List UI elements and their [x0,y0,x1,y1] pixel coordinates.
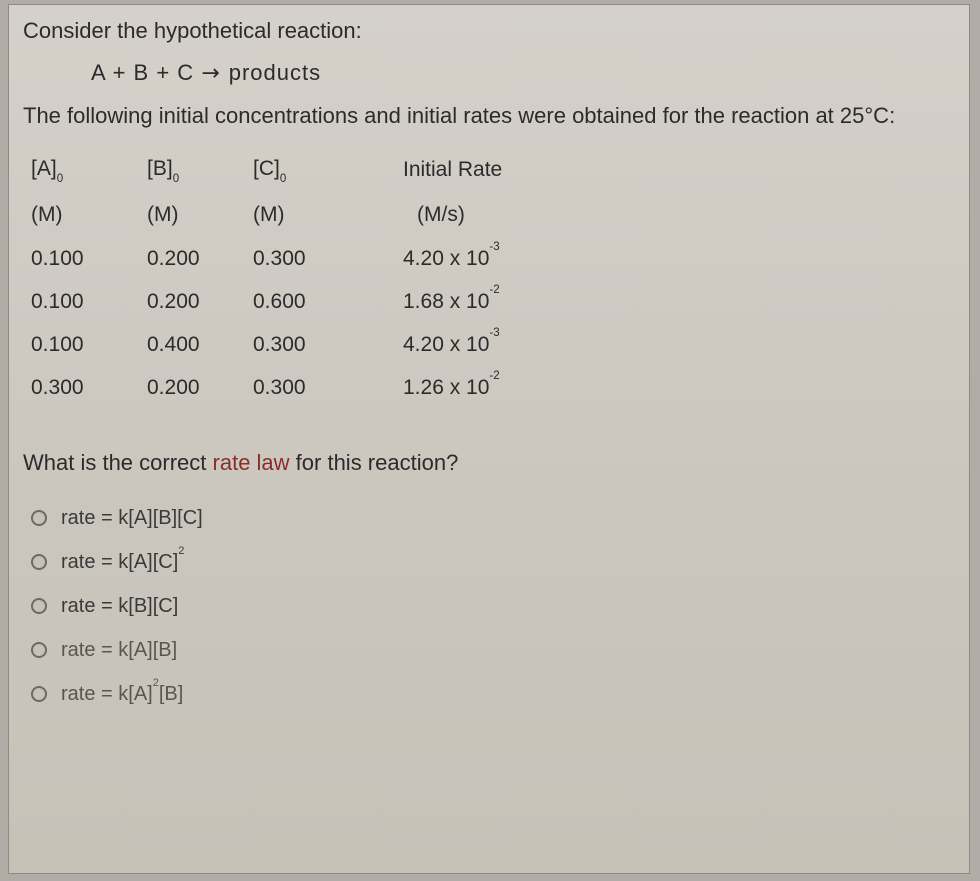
radio-icon[interactable] [31,598,47,614]
reaction-equation: A + B + C → products [23,61,951,86]
option-label: rate = k[B][C] [61,595,178,617]
table-units-row: (M) (M) (M) (M/s) [31,193,637,236]
table-row: 0.1000.2000.3004.20 x 10-3 [31,237,637,280]
context-text: The following initial concentrations and… [23,104,951,128]
arrow-icon: → [201,61,228,86]
question-pre: What is the correct [23,450,213,475]
option-5[interactable]: rate = k[A]2[B] [31,683,951,705]
question-text: What is the correct rate law for this re… [23,451,951,475]
data-table: [A]0 [B]0 [C]0 Initial Rate (M) (M) (M) … [31,147,637,409]
equation-rhs: products [229,60,321,85]
option-1[interactable]: rate = k[A][B][C] [31,507,951,529]
option-2[interactable]: rate = k[A][C]2 [31,551,951,573]
table-header-row: [A]0 [B]0 [C]0 Initial Rate [31,147,637,194]
table-row: 0.1000.2000.6001.68 x 10-2 [31,280,637,323]
option-label: rate = k[A][B][C] [61,507,203,529]
option-3[interactable]: rate = k[B][C] [31,595,951,617]
radio-icon[interactable] [31,642,47,658]
equation-lhs: A + B + C [91,60,194,85]
question-card: Consider the hypothetical reaction: A + … [8,4,970,874]
option-label: rate = k[A][C]2 [61,551,184,573]
table-row: 0.3000.2000.3001.26 x 10-2 [31,366,637,409]
option-4[interactable]: rate = k[A][B] [31,639,951,661]
radio-icon[interactable] [31,686,47,702]
question-highlight: rate law [213,450,290,475]
option-label: rate = k[A]2[B] [61,683,183,705]
table-row: 0.1000.4000.3004.20 x 10-3 [31,323,637,366]
options-group: rate = k[A][B][C] rate = k[A][C]2 rate = k… [31,507,951,705]
radio-icon[interactable] [31,510,47,526]
option-label: rate = k[A][B] [61,639,177,661]
question-post: for this reaction? [290,450,459,475]
intro-text: Consider the hypothetical reaction: [23,19,951,43]
radio-icon[interactable] [31,554,47,570]
